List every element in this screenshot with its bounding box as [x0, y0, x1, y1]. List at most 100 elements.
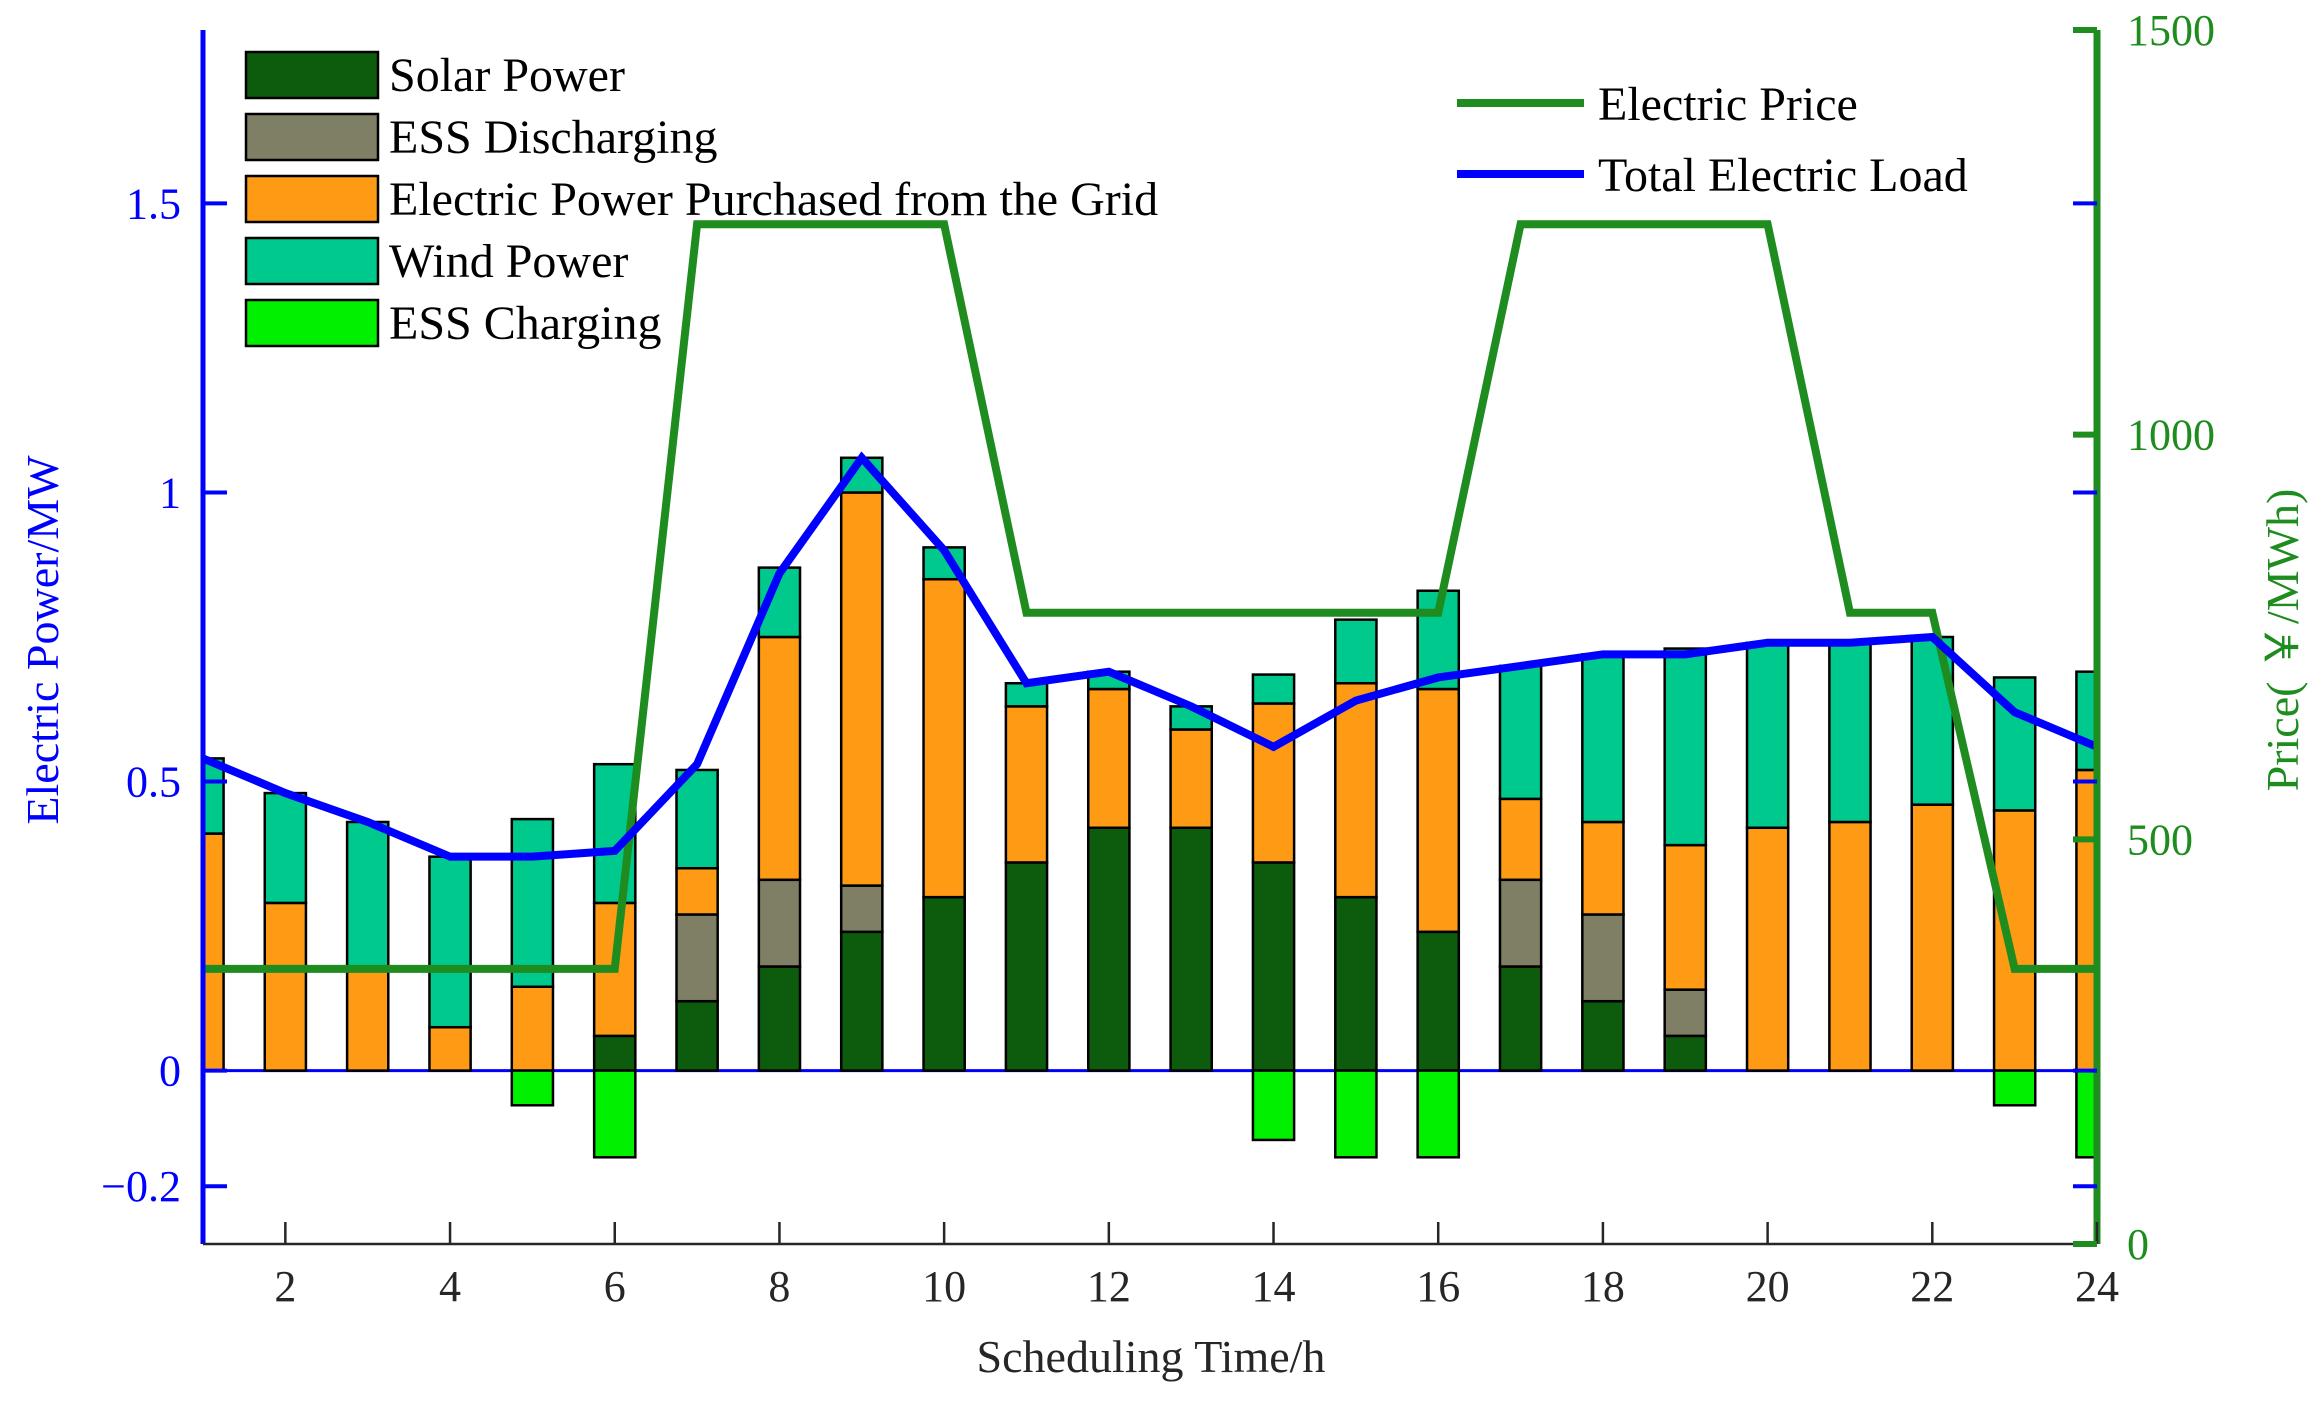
bar-electric-power-purchased-from-the-grid-h20 [1745, 826, 1790, 1072]
bar-ess-charging-h6 [592, 1069, 637, 1159]
bar-wind-power-h5 [510, 817, 555, 988]
y-right-tick-label-2: 1000 [2127, 411, 2215, 460]
bar-electric-power-purchased-from-the-grid-h2 [263, 901, 308, 1072]
bar-electric-power-purchased-from-the-grid-h15 [1334, 681, 1378, 899]
y-right-tick-label-0: 0 [2127, 1220, 2149, 1269]
bar-solar-power-h12 [1086, 826, 1131, 1072]
bar-solar-power-h18 [1581, 999, 1625, 1072]
bar-electric-power-purchased-from-the-grid-h19 [1663, 843, 1708, 991]
bar-electric-power-purchased-from-the-grid-h13 [1169, 728, 1214, 830]
line-total-electric-load [203, 451, 2097, 861]
bar-electric-power-purchased-from-the-grid-h8 [757, 635, 802, 882]
x-tick-label-16: 16 [1416, 1262, 1460, 1311]
bar-wind-power-h15 [1334, 618, 1378, 685]
y-left-tick-label-1: 0 [159, 1047, 181, 1096]
legend-label-electric-price: Electric Price [1598, 78, 1858, 131]
bar-electric-power-purchased-from-the-grid-h14 [1251, 702, 1296, 864]
line-electric-price [203, 220, 2097, 973]
bar-ess-charging-h14 [1251, 1069, 1296, 1142]
legend-bars: Solar Power ESS Discharging Electric Power… [244, 49, 1158, 350]
bar-solar-power-h19 [1663, 1034, 1708, 1072]
bar-solar-power-h7 [675, 999, 719, 1072]
bar-wind-power-h1 [203, 757, 225, 835]
bar-solar-power-h16 [1416, 930, 1461, 1072]
bar-electric-power-purchased-from-the-grid-h23 [1992, 809, 2037, 1072]
bar-ess-charging-h15 [1334, 1069, 1378, 1159]
bar-solar-power-h8 [757, 965, 802, 1072]
y-left-tick-label-3: 1 [159, 468, 181, 517]
bar-wind-power-h18 [1581, 653, 1625, 824]
bar-solar-power-h17 [1498, 965, 1543, 1072]
legend-lines: Electric Price Total Electric Load [1457, 78, 1968, 202]
bar-electric-power-purchased-from-the-grid-h12 [1086, 687, 1131, 830]
bar-solar-power-h11 [1004, 861, 1049, 1072]
legend-label-total-electric-load: Total Electric Load [1598, 149, 1968, 202]
bar-electric-power-purchased-from-the-grid-h21 [1828, 820, 1872, 1072]
bar-electric-power-purchased-from-the-grid-h7 [675, 866, 719, 916]
bar-ess-charging-h5 [510, 1069, 555, 1107]
lines-layer [203, 220, 2097, 973]
legend-label-ess-charging: ESS Charging [389, 297, 661, 350]
y-left-tick-label-0: −0.2 [101, 1162, 181, 1211]
bar-electric-power-purchased-from-the-grid-h5 [510, 985, 555, 1072]
bar-wind-power-h23 [1992, 676, 2037, 812]
bar-electric-power-purchased-from-the-grid-h17 [1498, 797, 1543, 882]
y-right-tick-label-1: 500 [2127, 815, 2193, 864]
bar-solar-power-h9 [839, 930, 884, 1072]
bar-ess-charging-h24 [2075, 1069, 2097, 1159]
x-tick-label-20: 20 [1746, 1262, 1790, 1311]
legend-label-ess-discharging: ESS Discharging [389, 111, 717, 164]
bar-wind-power-h17 [1498, 664, 1543, 801]
legend-swatch-ess-discharging [244, 112, 380, 162]
bar-ess-discharging-h7 [675, 913, 719, 1003]
bar-electric-power-purchased-from-the-grid-h4 [428, 1025, 472, 1072]
bar-wind-power-h19 [1663, 647, 1708, 847]
bar-electric-power-purchased-from-the-grid-h10 [922, 577, 966, 899]
legend-label-electric-power-purchased-from-the-grid: Electric Power Purchased from the Grid [389, 173, 1158, 226]
legend-swatch-wind-power [244, 236, 380, 286]
y-right-tick-label-3: 1500 [2127, 6, 2215, 55]
x-tick-label-22: 22 [1910, 1262, 1954, 1311]
bar-wind-power-h21 [1828, 641, 1872, 824]
y-left-tick-label-2: 0.5 [126, 758, 181, 807]
bar-solar-power-h15 [1334, 895, 1378, 1072]
bar-electric-power-purchased-from-the-grid-h9 [839, 491, 884, 887]
bar-electric-power-purchased-from-the-grid-h1 [203, 832, 225, 1072]
legend-swatch-electric-power-purchased-from-the-grid [244, 174, 380, 224]
bar-wind-power-h20 [1745, 641, 1790, 830]
y-left-tick-label-4: 1.5 [126, 179, 181, 228]
x-tick-label-24: 24 [2075, 1262, 2119, 1311]
bar-electric-power-purchased-from-the-grid-h11 [1004, 705, 1049, 864]
bar-electric-power-purchased-from-the-grid-h16 [1416, 687, 1461, 934]
x-tick-label-10: 10 [922, 1262, 966, 1311]
bar-wind-power-h4 [428, 855, 472, 1029]
bar-wind-power-h14 [1251, 673, 1296, 705]
bar-ess-discharging-h17 [1498, 878, 1543, 968]
bars-layer [203, 456, 2097, 1159]
bar-electric-power-purchased-from-the-grid-h18 [1581, 820, 1625, 916]
legend-label-solar-power: Solar Power [389, 49, 625, 102]
x-tick-label-4: 4 [439, 1262, 461, 1311]
bar-solar-power-h14 [1251, 861, 1296, 1072]
axes-layer: 2 4 6 8 10 12 14 16 18 20 22 24−0.200.511.505001000… [101, 6, 2215, 1311]
bar-solar-power-h10 [922, 895, 966, 1072]
x-axis-title: Scheduling Time/h [977, 1331, 1326, 1382]
bar-wind-power-h3 [345, 820, 390, 968]
x-tick-label-18: 18 [1581, 1262, 1625, 1311]
legend-swatch-ess-charging [244, 298, 380, 348]
x-tick-label-2: 2 [274, 1262, 296, 1311]
y-left-axis-title: Electric Power/MW [17, 455, 68, 825]
y-right-axis-title: Price( ￥/MWh) [2257, 489, 2308, 792]
bar-ess-discharging-h18 [1581, 913, 1625, 1003]
x-tick-label-6: 6 [604, 1262, 626, 1311]
x-tick-label-8: 8 [768, 1262, 790, 1311]
bar-ess-charging-h16 [1416, 1069, 1461, 1159]
legend-label-wind-power: Wind Power [389, 235, 628, 288]
legend-swatch-solar-power [244, 50, 380, 100]
bar-wind-power-h2 [263, 791, 308, 905]
x-tick-label-14: 14 [1252, 1262, 1296, 1311]
bar-solar-power-h13 [1169, 826, 1214, 1072]
bar-electric-power-purchased-from-the-grid-h3 [345, 965, 390, 1072]
